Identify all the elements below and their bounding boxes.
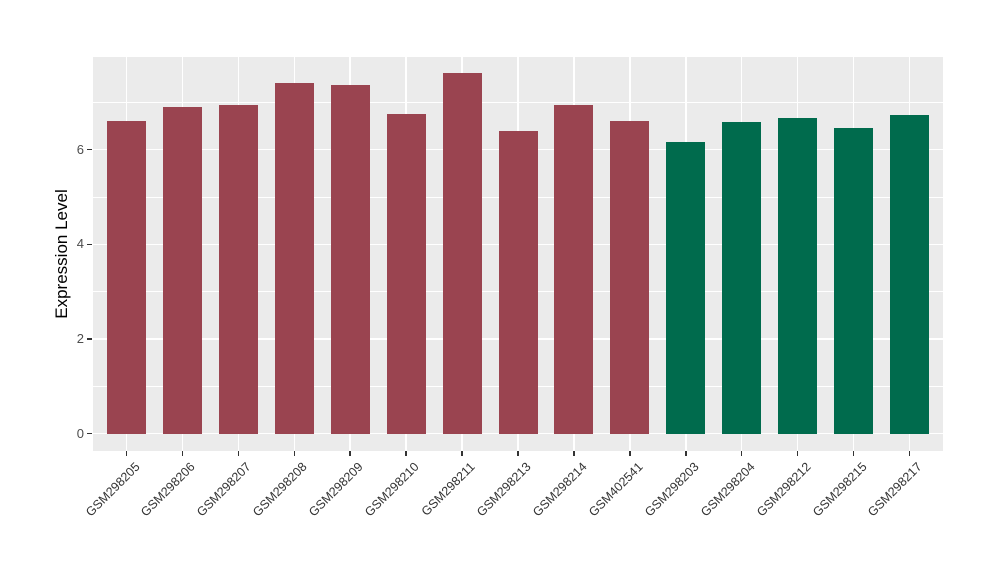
bar-GSM298207 <box>218 105 258 434</box>
y-tick-mark <box>87 243 92 246</box>
y-tick-mark <box>87 338 92 340</box>
x-tick-mark <box>796 451 799 456</box>
plot-panel <box>93 57 943 451</box>
y-tick-mark <box>87 148 92 151</box>
y-tick-mark <box>87 432 92 435</box>
bar-GSM298204 <box>722 122 762 434</box>
bar-GSM402541 <box>610 121 650 434</box>
x-tick-mark <box>629 451 631 456</box>
x-tick-mark <box>461 451 463 456</box>
bar-GSM298213 <box>498 130 538 434</box>
x-tick-mark <box>405 451 407 456</box>
x-tick-mark <box>517 451 519 456</box>
bar-GSM298209 <box>330 84 370 434</box>
x-tick-mark <box>237 451 240 456</box>
y-tick-label: 4 <box>76 236 84 252</box>
y-tick-label: 0 <box>76 425 84 441</box>
y-tick-label: 6 <box>76 141 84 157</box>
bar-GSM298208 <box>274 83 314 434</box>
x-tick-mark <box>125 451 128 456</box>
bar-GSM298214 <box>554 104 594 434</box>
bar-GSM298206 <box>162 107 202 434</box>
bar-GSM298203 <box>666 141 706 434</box>
x-tick-mark <box>349 451 351 456</box>
x-tick-mark <box>852 451 855 456</box>
x-tick-mark <box>573 451 575 456</box>
x-tick-label: GSM298205 <box>82 459 143 520</box>
bar-GSM298205 <box>107 121 147 434</box>
bar-GSM298210 <box>386 114 426 434</box>
x-tick-mark <box>181 451 184 456</box>
bar-GSM298212 <box>778 118 818 434</box>
bar-GSM298211 <box>442 73 482 434</box>
x-tick-mark <box>740 451 743 456</box>
bar-GSM298217 <box>889 114 929 434</box>
y-tick-label: 2 <box>76 330 84 346</box>
x-tick-mark <box>685 451 687 456</box>
x-tick-mark <box>908 451 911 456</box>
y-axis-title: Expression Level <box>52 189 71 319</box>
x-tick-mark <box>293 451 296 456</box>
bar-GSM298215 <box>834 127 874 434</box>
